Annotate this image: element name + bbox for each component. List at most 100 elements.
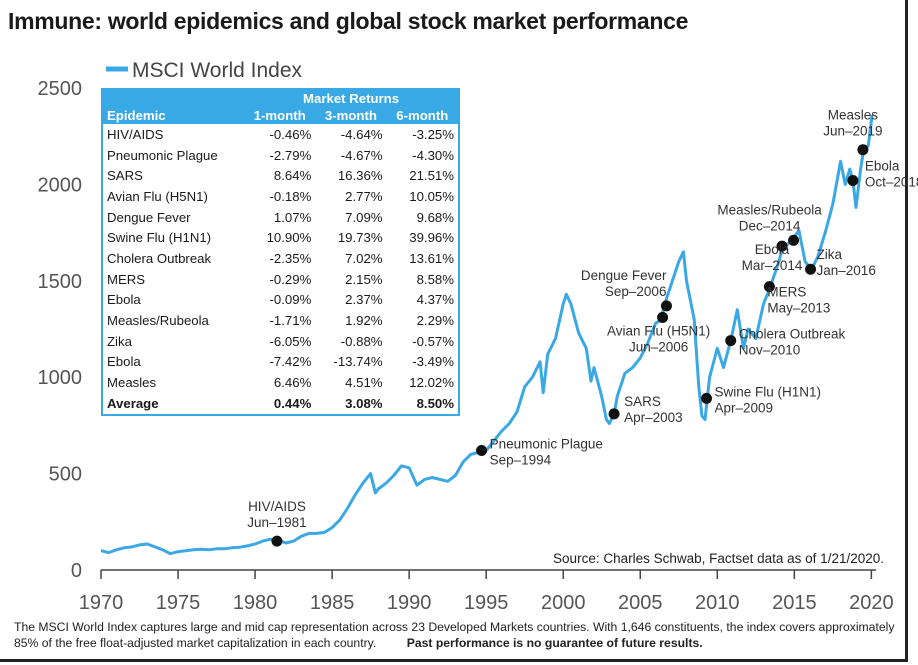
event-label: MERS xyxy=(767,285,806,300)
table-cell-return: -0.09% xyxy=(269,292,312,308)
event-marker xyxy=(725,335,737,347)
table-cell-return: 4.37% xyxy=(416,292,454,308)
chart-series xyxy=(100,114,874,556)
y-tick-label: 500 xyxy=(49,464,82,486)
event-marker xyxy=(271,535,283,547)
table-cell-return: -4.64% xyxy=(340,126,383,142)
y-tick-label: 0 xyxy=(71,560,82,582)
event-label: Ebola xyxy=(755,242,790,257)
table-row: Measles 6.46% 4.51% 12.02% xyxy=(102,372,459,393)
table-cell-epidemic: Zika xyxy=(107,333,132,349)
footnote: The MSCI World Index captures large and … xyxy=(14,619,904,651)
table-cell-epidemic: Swine Flu (H1N1) xyxy=(107,230,212,246)
table-average-row: Average 0.44% 3.08% 8.50% xyxy=(102,393,459,415)
event-date: Oct–2018 xyxy=(865,175,918,190)
table-row: Pneumonic Plague -2.79% -4.67% -4.30% xyxy=(102,145,459,166)
table-cell-return: 2.29% xyxy=(416,313,454,329)
table-cell-return: -4.67% xyxy=(340,147,383,163)
event-marker xyxy=(805,263,817,275)
footnote-disclaimer: Past performance is no guarantee of futu… xyxy=(406,636,703,650)
series-line xyxy=(100,114,874,556)
event-marker xyxy=(788,234,800,246)
table-row: SARS 8.64% 16.36% 21.51% xyxy=(102,165,459,186)
event-date: Mar–2014 xyxy=(742,258,803,273)
event-marker xyxy=(608,408,620,420)
source-note: Source: Charles Schwab, Factset data as … xyxy=(553,551,884,566)
column-header-6-month: 6-month xyxy=(386,107,459,124)
event-marker xyxy=(763,281,775,293)
event-label: Ebola xyxy=(865,159,900,174)
table-row: Measles/Rubeola -1.71% 1.92% 2.29% xyxy=(102,310,459,331)
table-cell-epidemic: Cholera Outbreak xyxy=(107,250,212,266)
table-cell-return: 19.73% xyxy=(337,230,383,246)
event-label: Swine Flu (H1N1) xyxy=(715,384,822,399)
event-date: Dec–2014 xyxy=(739,218,801,233)
table-cell-return: 2.37% xyxy=(345,292,383,308)
event-marker xyxy=(660,300,672,312)
table-body: HIV/AIDS -0.46% -4.64% -3.25% Pneumonic Plag… xyxy=(102,124,459,415)
x-tick-label: 2000 xyxy=(541,592,586,614)
table-cell-return: 10.90% xyxy=(266,230,312,246)
event-label: HIV/AIDS xyxy=(248,499,306,514)
table-cell-return: 1.07% xyxy=(273,209,312,225)
table-cell-epidemic: Ebola xyxy=(107,292,141,308)
table-cell-epidemic: Dengue Fever xyxy=(107,209,191,225)
table-cell-return: 12.02% xyxy=(409,375,454,391)
event-label: Avian Flu (H5N1) xyxy=(607,323,710,338)
table-cell-return: 0.44% xyxy=(273,395,312,411)
event-marker xyxy=(701,392,713,404)
table-cell-epidemic: Measles/Rubeola xyxy=(107,313,209,329)
event-marker xyxy=(857,144,869,156)
table-cell-epidemic: Ebola xyxy=(107,354,141,370)
table-cell-return: 2.77% xyxy=(345,188,383,204)
table-cell-return: -3.49% xyxy=(412,354,454,370)
table-cell-return: 10.05% xyxy=(409,188,454,204)
event-date: Sep–2006 xyxy=(605,284,667,299)
event-date: Jan–2016 xyxy=(817,263,876,278)
table-cell-return: -0.29% xyxy=(269,271,312,287)
table-row: Avian Flu (H5N1) -0.18% 2.77% 10.05% xyxy=(102,186,459,207)
table-cell-return: -7.42% xyxy=(269,354,312,370)
table-row: Ebola -0.09% 2.37% 4.37% xyxy=(102,290,459,311)
x-tick-label: 2005 xyxy=(618,592,663,614)
chart-axes: 1970 1975 1980 1985 1990 1995 2000 2005 2010 2015… xyxy=(38,78,894,614)
x-tick-label: 1985 xyxy=(310,592,355,614)
column-header-epidemic: Epidemic xyxy=(102,107,245,124)
x-tick-label: 1990 xyxy=(387,592,432,614)
y-tick-label: 1500 xyxy=(38,271,83,293)
table-cell-return: -0.18% xyxy=(269,188,312,204)
x-tick-label: 2020 xyxy=(849,592,894,614)
table-header-row: Epidemic 1-month 3-month 6-month xyxy=(102,107,459,124)
table-cell-return: -6.05% xyxy=(269,333,312,349)
y-tick-label: 2500 xyxy=(38,78,83,100)
x-tick-label: 2015 xyxy=(772,592,817,614)
table-cell-return: 2.15% xyxy=(345,271,383,287)
event-date: Jun–2006 xyxy=(629,339,688,354)
table-cell-return: 8.58% xyxy=(416,271,454,287)
table-cell-return: -2.35% xyxy=(269,250,312,266)
table-header-blank xyxy=(102,89,245,107)
table-row: Swine Flu (H1N1) 10.90% 19.73% 39.96% xyxy=(102,227,459,248)
table-cell-return: 39.96% xyxy=(409,230,454,246)
table-cell-epidemic: HIV/AIDS xyxy=(107,126,164,142)
table-cell-return: -13.74% xyxy=(333,354,383,370)
y-tick-label: 1000 xyxy=(38,367,83,389)
table-row: Dengue Fever 1.07% 7.09% 9.68% xyxy=(102,207,459,228)
footnote-text: The MSCI World Index captures large and … xyxy=(14,620,895,650)
chart-legend: MSCI World Index xyxy=(106,59,302,82)
table-group-header: Market Returns xyxy=(244,89,459,107)
table-cell-return: 4.51% xyxy=(345,375,383,391)
table-cell-return: 8.64% xyxy=(273,168,312,184)
x-tick-label: 2010 xyxy=(695,592,740,614)
x-tick-label: 1995 xyxy=(464,592,509,614)
event-marker xyxy=(847,175,859,187)
y-tick-label: 2000 xyxy=(38,174,83,196)
table-cell-epidemic: Average xyxy=(107,395,159,411)
page-title: Immune: world epidemics and global stock… xyxy=(8,8,689,34)
table-cell-return: 16.36% xyxy=(337,168,383,184)
event-label: SARS xyxy=(624,394,661,409)
table-cell-epidemic: Pneumonic Plague xyxy=(107,147,218,163)
table-cell-return: -0.46% xyxy=(269,126,312,142)
